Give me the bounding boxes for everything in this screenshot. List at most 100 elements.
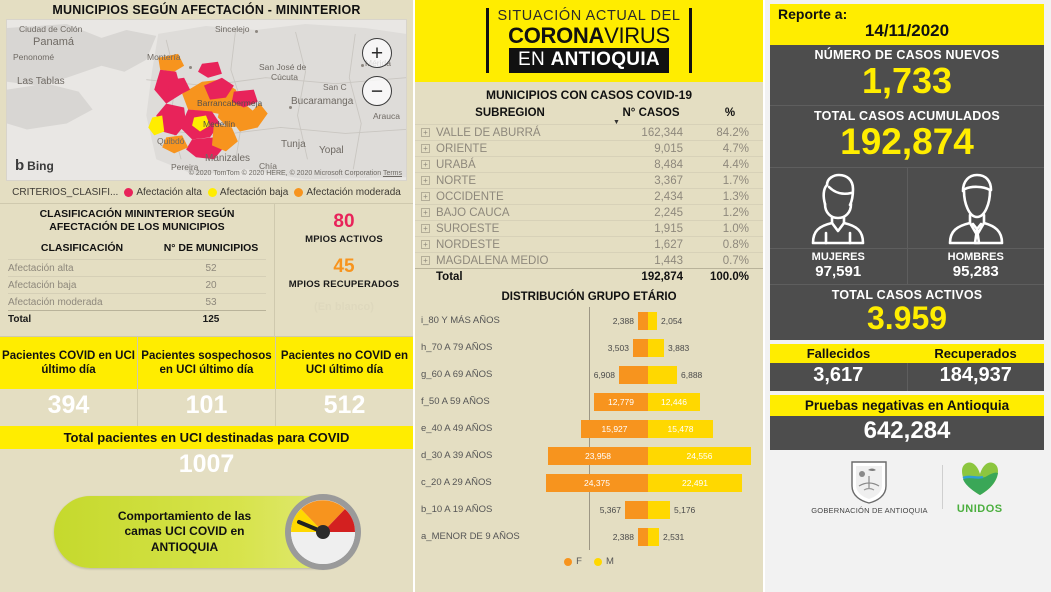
recovered-value: 184,937 <box>939 364 1012 387</box>
footer-divider <box>941 465 943 510</box>
municipios-col-cases[interactable]: N° CASOS ▼ <box>605 105 697 126</box>
female-bar[interactable] <box>619 365 648 384</box>
uci-suspected-card: Pacientes sospechosos en UCI último día … <box>138 337 276 426</box>
map-container[interactable]: Ciudad de Colón Panamá Penonomé Las Tabl… <box>6 19 407 181</box>
expand-icon[interactable]: + <box>421 255 430 265</box>
uci-suspected-value: 101 <box>185 391 228 419</box>
uci-covid-value: 394 <box>47 391 90 419</box>
expand-icon[interactable]: + <box>421 175 430 185</box>
male-bar[interactable] <box>648 365 677 384</box>
map-legend: CRITERIOS_CLASIFI... Afectación alta Afe… <box>0 181 413 203</box>
age-group-row[interactable]: d_30 A 39 AÑOS 23,958 24,556 <box>421 442 757 469</box>
female-bar[interactable]: 23,958 <box>548 446 648 465</box>
classification-total-label: Total <box>8 310 156 328</box>
legend-label-alta: Afectación alta <box>136 187 202 198</box>
female-bar[interactable] <box>638 527 648 546</box>
classification-col-header-count[interactable]: N° DE MUNICIPIOS <box>163 242 259 255</box>
deceased-recovered-values: 3,617 184,937 <box>770 363 1044 392</box>
map-legend-title: CRITERIOS_CLASIFI... <box>12 187 119 198</box>
expand-icon[interactable]: + <box>421 239 430 249</box>
table-row[interactable]: + MAGDALENA MEDIO 1,443 0.7% <box>415 252 763 269</box>
male-value-label: 2,054 <box>661 315 683 326</box>
expand-icon[interactable]: + <box>421 159 430 169</box>
female-value-label: 24,375 <box>584 477 610 488</box>
legend-item-moderada[interactable]: Afectación moderada <box>294 187 401 198</box>
municipios-row-name: + ORIENTE <box>415 140 605 157</box>
table-row[interactable]: + SUROESTE 1,915 1.0% <box>415 220 763 237</box>
legend-item-alta[interactable]: Afectación alta <box>124 187 202 198</box>
expand-icon[interactable]: + <box>421 143 430 153</box>
table-row[interactable]: + OCCIDENTE 2,434 1.3% <box>415 188 763 205</box>
expand-icon[interactable]: + <box>421 127 430 137</box>
map-city-label: Yopal <box>319 145 344 156</box>
age-group-row[interactable]: c_20 A 29 AÑOS 24,375 22,491 <box>421 469 757 496</box>
female-bar[interactable]: 12,779 <box>594 392 648 411</box>
right-panel: Reporte a: 14/11/2020 NÚMERO DE CASOS NU… <box>765 0 1049 592</box>
map-city-label: Las Tablas <box>17 76 65 87</box>
male-bar[interactable] <box>648 500 670 519</box>
table-row[interactable]: + URABÁ 8,484 4.4% <box>415 156 763 173</box>
table-row[interactable]: Afectación alta 52 <box>8 259 266 277</box>
footer-logos: GOBERNACIÓN DE ANTIOQUIA UNIDOS <box>765 450 1049 515</box>
female-bar[interactable] <box>625 500 648 519</box>
municipios-total-label: Total <box>415 268 605 285</box>
age-group-label: a_MENOR DE 9 AÑOS <box>421 531 520 543</box>
man-icon <box>908 173 1045 245</box>
age-group-row[interactable]: a_MENOR DE 9 AÑOS 2,388 2,531 <box>421 523 757 550</box>
male-bar[interactable] <box>648 338 664 357</box>
map-zoom-in-button[interactable]: + <box>362 38 392 68</box>
male-bar[interactable] <box>648 527 659 546</box>
gauge-label-line1: Comportamiento de las <box>117 508 252 523</box>
map-zoom-out-button[interactable]: − <box>362 76 392 106</box>
uci-beds-behavior-button[interactable]: Comportamiento de las camas UCI COVID en… <box>54 494 361 570</box>
male-bar[interactable]: 15,478 <box>648 419 713 438</box>
map-title: MUNICIPIOS SEGÚN AFECTACIÓN - MININTERIO… <box>52 3 361 17</box>
expand-icon[interactable]: + <box>421 207 430 217</box>
table-row[interactable]: + NORDESTE 1,627 0.8% <box>415 236 763 253</box>
age-group-row[interactable]: e_40 A 49 AÑOS 15,927 15,478 <box>421 415 757 442</box>
age-group-row[interactable]: f_50 A 59 AÑOS 12,779 12,446 <box>421 388 757 415</box>
legend-item-male[interactable]: M <box>593 556 614 567</box>
male-bar[interactable] <box>648 311 657 330</box>
table-row[interactable]: + NORTE 3,367 1.7% <box>415 172 763 189</box>
total-cases-value: 192,874 <box>840 120 974 162</box>
municipios-row-name: + VALLE DE ABURRÁ <box>415 124 605 141</box>
table-row[interactable]: + ORIENTE 9,015 4.7% <box>415 140 763 157</box>
age-group-row[interactable]: g_60 A 69 AÑOS 6,908 6,888 <box>421 361 757 388</box>
gobernacion-logo: GOBERNACIÓN DE ANTIOQUIA <box>811 460 928 515</box>
female-value-label: 3,503 <box>607 342 629 353</box>
table-row[interactable]: + VALLE DE ABURRÁ 162,344 84.2% <box>415 124 763 141</box>
classification-row-value: 52 <box>156 259 266 277</box>
municipios-col-pct[interactable]: % <box>724 107 736 120</box>
female-bar[interactable] <box>638 311 648 330</box>
map-terms-link[interactable]: Terms <box>382 170 402 177</box>
municipios-col-subregion[interactable]: SUBREGION <box>475 107 545 120</box>
active-cases-block: TOTAL CASOS ACTIVOS 3.959 <box>770 283 1044 341</box>
age-group-row[interactable]: i_80 Y MÁS AÑOS 2,388 2,054 <box>421 307 757 334</box>
deceased-recovered-card: Fallecidos Recuperados 3,617 184,937 <box>770 344 1044 392</box>
table-row[interactable]: + BAJO CAUCA 2,245 1.2% <box>415 204 763 221</box>
classification-col-header-name[interactable]: CLASIFICACIÓN <box>40 242 124 255</box>
male-bar[interactable]: 22,491 <box>648 473 742 492</box>
gauge-label-line3: ANTIOQUIA <box>150 539 219 554</box>
age-group-row[interactable]: b_10 A 19 AÑOS 5,367 5,176 <box>421 496 757 523</box>
deceased-label: Fallecidos <box>806 346 871 362</box>
legend-item-baja[interactable]: Afectación baja <box>207 187 288 198</box>
female-bar[interactable] <box>633 338 648 357</box>
bing-logo: b Bing <box>15 157 54 174</box>
age-group-row[interactable]: h_70 A 79 AÑOS 3,503 3,883 <box>421 334 757 361</box>
new-cases-label: NÚMERO DE CASOS NUEVOS <box>814 48 1000 62</box>
table-row[interactable]: Afectación baja 20 <box>8 276 266 294</box>
logo-line3: EN ANTIOQUIA <box>509 48 669 74</box>
age-group-bars: 6,908 6,888 <box>539 361 757 388</box>
expand-icon[interactable]: + <box>421 223 430 233</box>
municipios-row-pct: 0.8% <box>697 236 763 253</box>
male-bar[interactable]: 24,556 <box>648 446 751 465</box>
female-bar[interactable]: 15,927 <box>581 419 648 438</box>
female-bar[interactable]: 24,375 <box>546 473 648 492</box>
expand-icon[interactable]: + <box>421 191 430 201</box>
legend-item-female[interactable]: F <box>564 556 582 567</box>
table-row[interactable]: Afectación moderada 53 <box>8 293 266 311</box>
report-card: Reporte a: 14/11/2020 NÚMERO DE CASOS NU… <box>770 4 1045 341</box>
male-bar[interactable]: 12,446 <box>648 392 700 411</box>
